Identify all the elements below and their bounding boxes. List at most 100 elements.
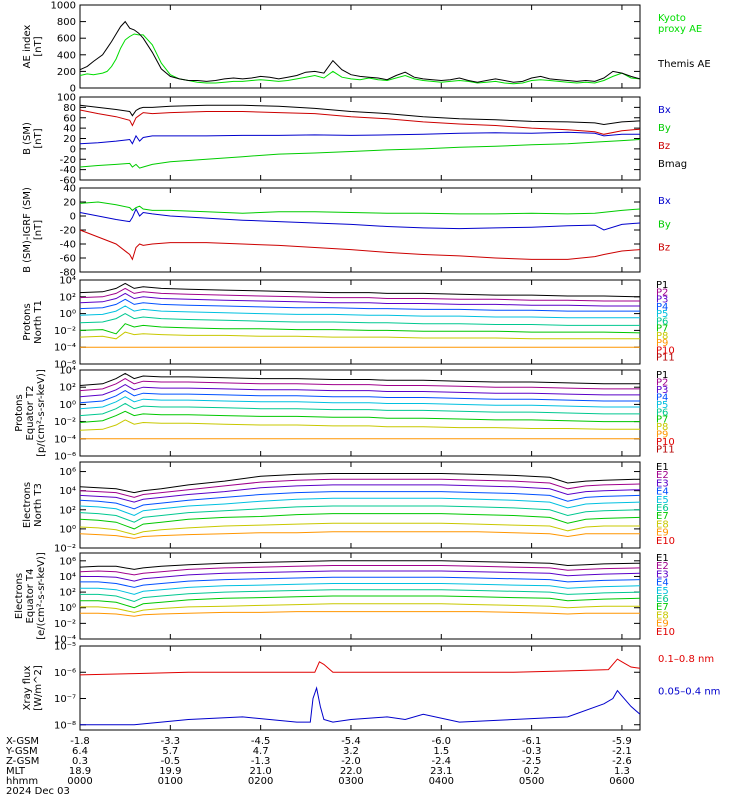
y-tick-label: 0 <box>70 144 76 155</box>
legend-entry: 0.05–0.4 nm <box>658 686 720 697</box>
legend-entry: E1 <box>656 553 669 564</box>
panel-3: -80 -60 -40 -20 0 20 40 B (SM)-IGRF (SM) [nT] Bx B… <box>22 184 671 279</box>
series-line-6 <box>80 589 641 603</box>
footer-value: 0400 <box>429 776 454 787</box>
series-line-9 <box>79 531 640 539</box>
y-tick-label: 10⁴ <box>59 486 76 497</box>
y-tick-label: 800 <box>57 17 76 28</box>
y-tick-label: 400 <box>57 50 76 61</box>
footer-value: 19.9 <box>159 766 181 777</box>
y-axis-label: Xray flux [W/m^2] <box>22 665 44 711</box>
footer-value: -1.8 <box>70 736 90 747</box>
legend-entry: P8 <box>656 331 668 342</box>
footer-value: -2.6 <box>612 756 632 767</box>
series-line-7 <box>79 513 641 530</box>
series-line-2 <box>79 287 640 302</box>
panel-frame <box>79 369 641 457</box>
footer-row-label: Z-GSM <box>6 756 39 767</box>
footer-value: 23.1 <box>430 766 452 777</box>
series-line-2 <box>80 686 641 726</box>
legend-entry: P5 <box>656 309 668 320</box>
legend-entry: P4 <box>656 302 668 313</box>
footer-row-label: MLT <box>6 766 26 777</box>
footer-value: 22.0 <box>340 766 362 777</box>
series-line-5 <box>79 305 640 319</box>
footer-value: 0.2 <box>524 766 540 777</box>
legend-entry: E4 <box>656 578 669 589</box>
y-axis-label-line: Equator T2 <box>25 386 36 441</box>
legend-entry: E8 <box>656 610 669 621</box>
y-axis-label-line: [nT] <box>33 220 44 240</box>
legend-entry: By <box>658 219 671 230</box>
legend-entry: E9 <box>656 528 669 539</box>
y-tick-label: 10⁻⁶ <box>54 452 76 463</box>
series-line-5 <box>79 497 641 517</box>
y-tick-label: 40 <box>63 184 76 195</box>
legend-entry: Bmag <box>658 159 687 170</box>
y-tick-label: 10⁰ <box>59 400 76 411</box>
panel-7: 10⁻⁴ 10⁻² 10⁰ 10² 10⁴ 10⁶ Electrons Equator T4[… <box>14 552 675 645</box>
y-tick-label: -40 <box>60 165 76 176</box>
series-line-2 <box>79 478 641 498</box>
legend-entry: Bz <box>658 141 670 152</box>
legend-entry: By <box>658 123 671 134</box>
orbit-footer: X-GSM -1.8 -3.3 -4.5 -5.4 -6.0 -6.1 -5.9 Y-GSM 6.… <box>5 736 635 797</box>
y-tick-label: 10⁴ <box>59 572 76 583</box>
series-line-1 <box>79 560 641 570</box>
y-tick-label: 10⁴ <box>59 276 76 287</box>
series-line-8 <box>79 419 640 431</box>
legend-entry: E10 <box>656 627 675 638</box>
panel-frame <box>79 461 641 549</box>
y-tick-label: 10² <box>59 505 76 516</box>
legend-entry: Bx <box>658 196 671 207</box>
y-axis-label-line: Protons <box>22 303 33 340</box>
footer-value: -2.1 <box>612 746 632 757</box>
series-line-3 <box>79 109 641 135</box>
y-tick-label: 10² <box>59 383 76 394</box>
legend-entry: P11 <box>656 353 675 364</box>
y-axis-label-line: B (SM)-IGRF (SM) <box>22 187 33 273</box>
legend-entry: P4 <box>656 392 668 403</box>
series-line-6 <box>79 402 640 417</box>
series-line-5 <box>79 396 640 410</box>
series-line-2 <box>79 139 641 169</box>
y-axis-label-line: North T1 <box>33 300 44 344</box>
legend-entry: Bz <box>658 243 670 254</box>
y-tick-label: 20 <box>63 134 76 145</box>
legend-entry: P8 <box>656 422 668 433</box>
y-tick-label: 60 <box>63 113 76 124</box>
y-axis-label: AE index [nT] <box>22 25 44 69</box>
legend-entry: Bx <box>658 105 671 116</box>
y-axis-label-line: [nT] <box>33 36 44 56</box>
footer-value: 6.4 <box>72 746 88 757</box>
footer-value: 21.0 <box>250 766 272 777</box>
y-axis-label-line: AE index <box>22 25 33 69</box>
legend-entry: Themis AE <box>657 59 711 70</box>
footer-date: 2024 Dec 03 <box>6 786 70 797</box>
y-tick-label: -60 <box>60 176 76 187</box>
y-tick-label: 10² <box>59 588 76 599</box>
footer-value: 4.7 <box>253 746 269 757</box>
series-line-3 <box>79 484 641 503</box>
legend-entry: E3 <box>656 569 669 580</box>
footer-value: 0000 <box>67 776 92 787</box>
legend-entry: P1 <box>656 280 668 291</box>
y-tick-label: 10⁻⁸ <box>54 720 76 731</box>
legend-entry: E5 <box>656 586 669 597</box>
panel-8: 10⁻⁸ 10⁻⁷ 10⁻⁶ 10⁻⁵ Xray flux [W/m^2] 0.1–0.8 … <box>22 642 720 732</box>
y-axis-label-line: Electrons <box>22 482 33 528</box>
legend-entry: P10 <box>656 345 675 356</box>
footer-value: 18.9 <box>69 766 91 777</box>
series-line-4 <box>79 104 641 126</box>
series-line-4 <box>79 298 640 312</box>
series-line-4 <box>80 576 641 588</box>
legend-entry: P11 <box>656 445 675 456</box>
legend-entry: P5 <box>656 400 668 411</box>
footer-value: 0300 <box>338 776 363 787</box>
y-tick-label: 10⁻² <box>54 619 76 630</box>
y-axis-label: Protons North T1 <box>22 300 44 344</box>
footer-value: -1.3 <box>251 756 271 767</box>
